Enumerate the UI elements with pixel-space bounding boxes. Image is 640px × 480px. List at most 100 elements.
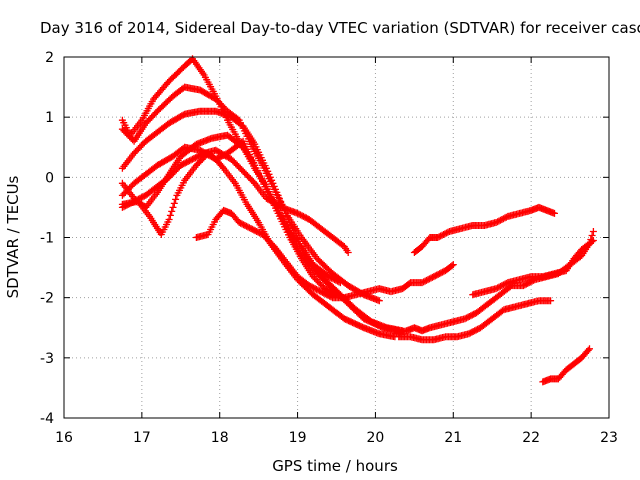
data-point (172, 195, 180, 203)
data-point (320, 289, 328, 297)
data-point (309, 273, 317, 281)
data-point (433, 271, 441, 279)
data-point (272, 185, 279, 193)
data-point (132, 197, 139, 205)
y-tick-label: 0 (45, 170, 54, 186)
data-point (266, 173, 274, 181)
data-point (547, 297, 555, 305)
x-tick-label: 20 (367, 430, 385, 446)
y-axis-title: SDTVAR / TECUs (4, 175, 22, 298)
data-point (335, 278, 343, 286)
data-point (588, 238, 596, 246)
data-point (178, 161, 186, 168)
data-point (268, 176, 276, 184)
data-point (465, 313, 473, 320)
data-point (244, 223, 252, 231)
data-point (498, 307, 506, 315)
data-point (266, 238, 274, 246)
y-tick-label: -3 (40, 351, 54, 367)
data-point (270, 182, 278, 190)
x-tick-label: 23 (600, 430, 618, 446)
data-point (197, 157, 205, 165)
data-point (259, 231, 266, 238)
data-point (265, 170, 273, 178)
data-point (524, 279, 532, 287)
ticks: 16 17 18 19 20 21 22 23 -4 -3 -2 -1 0 1 2 (40, 50, 618, 446)
x-tick-label: 21 (444, 430, 462, 446)
data-point (498, 282, 506, 290)
data-point (283, 212, 291, 220)
data-point (169, 203, 177, 211)
data-point (149, 112, 157, 120)
data-point (344, 249, 352, 256)
x-tick-label: 16 (55, 430, 73, 446)
data-point (328, 274, 336, 282)
data-point (170, 199, 178, 207)
data-point (327, 293, 335, 301)
series-track-e (118, 149, 399, 341)
series-track-m (539, 345, 593, 386)
data-point (233, 161, 241, 169)
data-point (215, 98, 223, 106)
data-point (498, 216, 506, 223)
data-point (124, 200, 132, 208)
y-tick-label: -1 (40, 231, 54, 247)
y-tick-label: 2 (45, 50, 54, 66)
data-point (168, 207, 176, 215)
data-point (139, 140, 147, 148)
data-point (449, 261, 457, 269)
data-point (584, 346, 592, 354)
data-point (469, 328, 477, 335)
data-point (375, 297, 383, 305)
data-point (124, 185, 132, 193)
data-point (166, 211, 174, 219)
data-point (241, 169, 248, 177)
data-point (336, 279, 344, 287)
data-point (264, 167, 272, 175)
data-point (275, 194, 283, 202)
data-point (448, 262, 456, 270)
x-axis-title: GPS time / hours (272, 457, 398, 475)
data-point (171, 167, 179, 175)
data-point (237, 219, 245, 227)
data-point (444, 228, 452, 236)
x-tick-label: 18 (211, 430, 229, 446)
y-tick-label: -4 (40, 411, 54, 427)
data-point (132, 148, 139, 156)
data-point (551, 209, 558, 217)
series-track-f (118, 137, 340, 299)
data-point (165, 216, 173, 223)
x-tick-label: 17 (133, 430, 151, 446)
y-tick-label: 1 (45, 110, 54, 126)
data-point (305, 282, 313, 290)
y-tick-label: -2 (40, 291, 54, 307)
series-track-l (469, 237, 597, 299)
data-point (193, 153, 201, 161)
data-point (273, 188, 281, 196)
series-track-k (395, 297, 555, 344)
data-point (425, 275, 433, 283)
data-point (295, 210, 303, 218)
data-point (418, 279, 426, 287)
data-point (316, 280, 324, 288)
data-points (118, 55, 597, 386)
data-point (588, 232, 596, 239)
data-point (124, 131, 132, 139)
data-point (262, 164, 270, 172)
x-tick-label: 19 (289, 430, 307, 446)
series-track-d (118, 131, 407, 335)
series-track-h (192, 206, 457, 302)
data-point (586, 345, 593, 353)
series-track-g (118, 146, 352, 256)
data-point (589, 237, 597, 244)
data-point (274, 191, 282, 199)
data-point (269, 179, 277, 187)
data-point (186, 157, 193, 165)
data-point (589, 228, 597, 235)
series-track-i (410, 203, 558, 256)
data-point (313, 285, 320, 293)
data-point (215, 154, 223, 162)
chart-title: Day 316 of 2014, Sidereal Day-to-day VTE… (40, 19, 640, 37)
